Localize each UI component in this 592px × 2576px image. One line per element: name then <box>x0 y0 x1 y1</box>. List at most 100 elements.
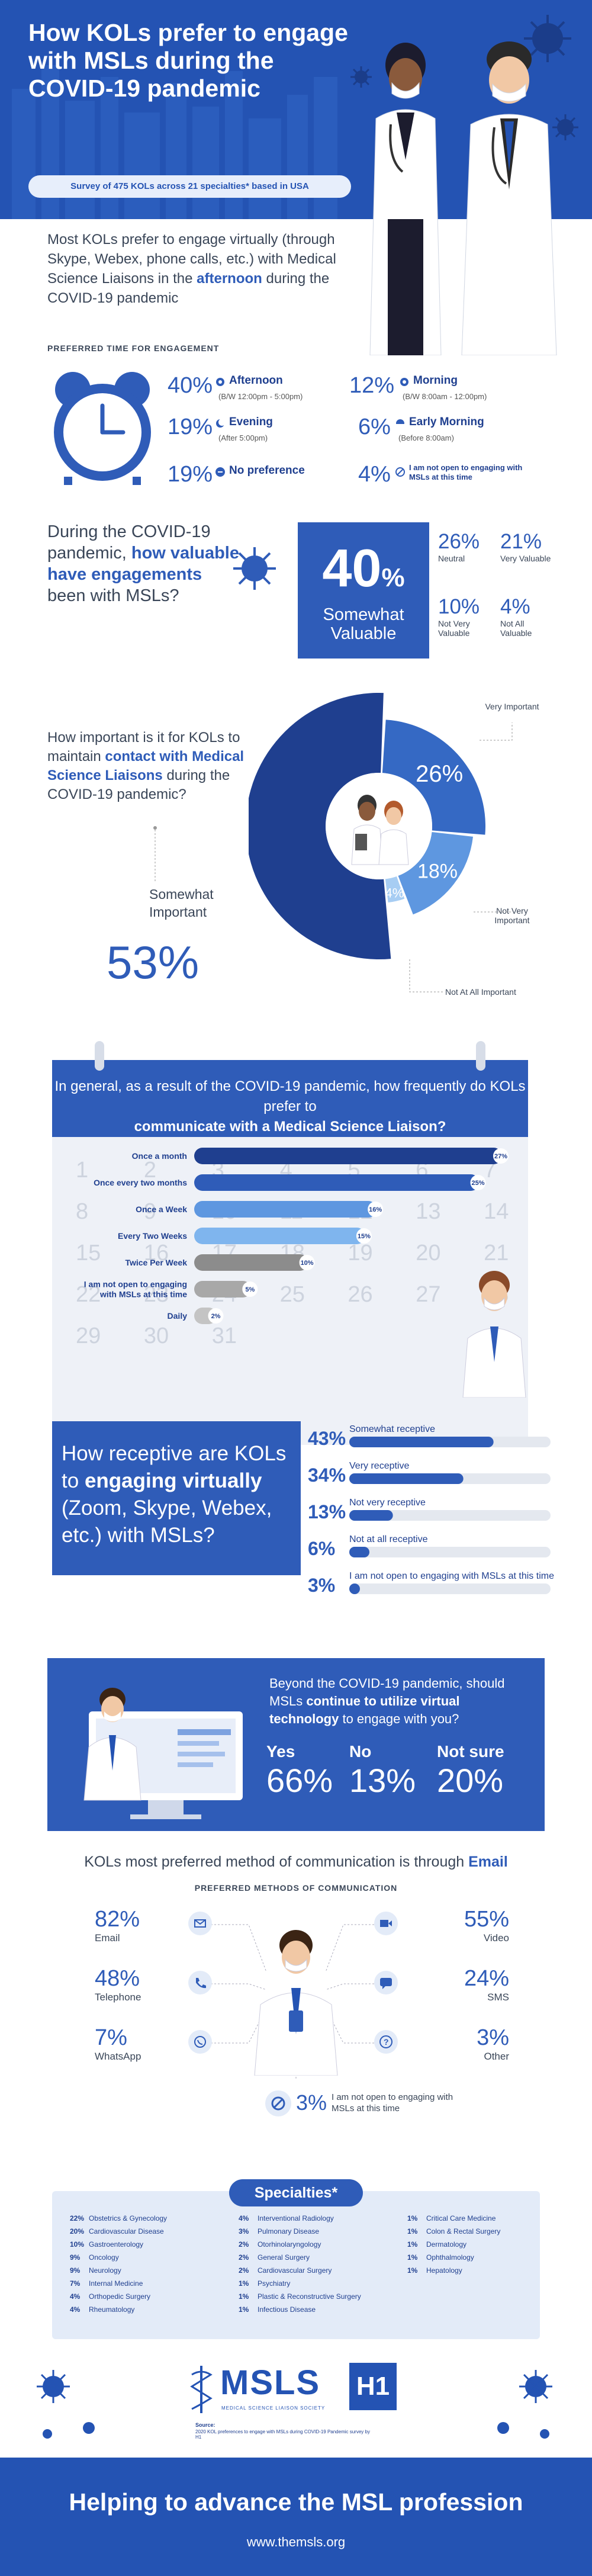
title-emphasis: Email <box>468 1854 508 1870</box>
specialty-pct: 2% <box>239 2253 249 2262</box>
specialty-pct: 1% <box>239 2279 249 2288</box>
freq-value-bubble <box>356 1228 372 1244</box>
big-pct-unit: % <box>381 563 405 592</box>
q-emphasis: engaging virtually <box>84 1469 262 1492</box>
very-important-label: Very Important <box>485 702 539 711</box>
receptive-label: Not very receptive <box>349 1498 426 1508</box>
method-sms: 24% SMS <box>450 1966 509 2003</box>
option-label: No preference <box>229 464 305 477</box>
option-pct: 6% <box>358 415 391 439</box>
value-pct: 26% <box>438 530 480 553</box>
method-label: Email <box>95 1932 120 1944</box>
q-emphasis: how valuable have <box>47 544 239 584</box>
method-pct: 7% <box>95 2025 127 2050</box>
option-pct: 19% <box>168 415 213 439</box>
header-banner: How KOLs prefer to engage with MSLs duri… <box>0 0 592 219</box>
specialty-item: 1% Critical Care Medicine <box>407 2212 538 2225</box>
calendar-day: 30 <box>143 1324 169 1348</box>
not-very-important-label: Not Very Important <box>494 906 530 925</box>
intro-text-end: during the COVID-19 pandemic <box>47 271 330 306</box>
prohibited-icon <box>265 2090 291 2116</box>
method-label: WhatsApp <box>95 2051 141 2062</box>
beyond-question: Beyond the COVID-19 pandemic, should MSL… <box>269 1675 530 1728</box>
doctor-with-phone-illustration <box>254 1930 338 2076</box>
specialties-title: Specialties* <box>229 2179 363 2206</box>
option-sub: (Before 8:00am) <box>398 433 454 442</box>
methods-title: KOLs most preferred method of communicat… <box>0 1854 592 1871</box>
specialty-name: Cardiovascular Disease <box>89 2227 164 2235</box>
option-sub: (B/W 12:00pm - 5:00pm) <box>218 392 303 401</box>
specialty-name: Plastic & Reconstructive Surgery <box>258 2292 361 2301</box>
method-email: 82% Email <box>95 1907 140 1944</box>
email-icon <box>188 1912 212 1935</box>
receptive-bar <box>349 1510 393 1521</box>
specialty-pct: 9% <box>70 2266 81 2275</box>
intro-emphasis: afternoon <box>197 271 262 287</box>
somewhat-important-pct: 53% <box>107 936 200 988</box>
specialty-item: 20% Cardiovascular Disease <box>70 2225 206 2238</box>
donut-slice <box>398 832 474 915</box>
importance-question: How important is it for KOLs to maintain… <box>47 728 249 804</box>
freq-value-bubble <box>208 1308 224 1324</box>
calendar-day: 31 <box>211 1324 237 1348</box>
donut-slice <box>385 876 405 903</box>
freq-value-bubble <box>493 1148 509 1164</box>
video-icon <box>374 1912 398 1935</box>
specialty-pct: 22% <box>70 2214 85 2222</box>
method-other: 3% Other <box>450 2025 509 2063</box>
freq-category-label: Once a Week <box>136 1205 187 1214</box>
footer-url[interactable]: www.themsls.org <box>246 2535 346 2549</box>
value-pct: 10% <box>438 595 480 618</box>
option-sub: (B/W 8:00am - 12:00pm) <box>403 392 487 401</box>
answer-pct: 66% <box>266 1762 333 1799</box>
frequency-bar-chart: Once a month 27%Once every two months 25%O… <box>84 1148 509 1324</box>
msls-caduceus-icon <box>190 2366 213 2413</box>
freq-value-label: 16% <box>369 1206 382 1213</box>
freq-value-bubble <box>368 1202 384 1217</box>
method-label: SMS <box>487 1992 509 2003</box>
q-text-end: during the COVID-19 pandemic? <box>47 767 230 802</box>
option-pct: 12% <box>349 373 395 398</box>
freq-value-bubble <box>299 1255 315 1270</box>
freq-category-label: Once a month <box>132 1151 187 1161</box>
specialty-pct: 1% <box>407 2266 418 2275</box>
q-text: How important is it for KOLs to maintain <box>47 730 240 765</box>
freq-category-label: with MSLs at this time <box>99 1290 187 1299</box>
calendar-day: 1 <box>76 1158 89 1183</box>
calendar-day: 16 <box>143 1241 169 1265</box>
specialty-name: Dermatology <box>426 2240 467 2249</box>
answer-no: No 13% <box>349 1742 416 1800</box>
method-pct: 3% <box>477 2025 509 2050</box>
sun-icon <box>400 378 408 386</box>
specialty-name: Obstetrics & Gynecology <box>89 2214 168 2222</box>
calendar-day: 20 <box>416 1241 441 1265</box>
importance-donut-chart: 26% 18% 4% <box>249 693 485 959</box>
sms-icon <box>374 1971 398 1994</box>
answer-not-sure: Not sure 20% <box>437 1742 504 1800</box>
calendar-day: 13 <box>416 1199 441 1224</box>
receptive-track <box>349 1510 551 1521</box>
method-video: 55% Video <box>450 1907 509 1944</box>
receptive-bar <box>349 1547 369 1557</box>
receptive-pct: 13% <box>308 1501 346 1523</box>
calendar-day: 29 <box>76 1324 101 1348</box>
value-label: Very Valuable <box>500 554 551 563</box>
q-text: During the COVID-19 pandemic, <box>47 522 211 563</box>
specialty-item: 7% Internal Medicine <box>70 2277 206 2290</box>
specialty-item: 4% Rheumatology <box>70 2303 206 2316</box>
specialty-pct: 4% <box>239 2214 249 2222</box>
receptive-bar <box>349 1437 494 1447</box>
specialty-item: 3% Pulmonary Disease <box>239 2225 392 2238</box>
freq-value-bubble <box>470 1175 486 1190</box>
method-pct: 48% <box>95 1966 140 1991</box>
calendar-day: 22 <box>76 1282 101 1307</box>
receptive-label: Somewhat receptive <box>349 1424 435 1434</box>
freq-value-bubble <box>242 1281 258 1297</box>
donut-slice <box>249 693 391 959</box>
specialty-item: 1% Psychiatry <box>239 2277 392 2290</box>
specialty-name: Orthopedic Surgery <box>89 2292 151 2301</box>
freq-category-label: Twice Per Week <box>125 1258 187 1267</box>
freq-category-label: Daily <box>168 1311 188 1321</box>
specialty-pct: 1% <box>407 2240 418 2249</box>
value-not-very: 10% Not Very Valuable <box>438 595 491 638</box>
